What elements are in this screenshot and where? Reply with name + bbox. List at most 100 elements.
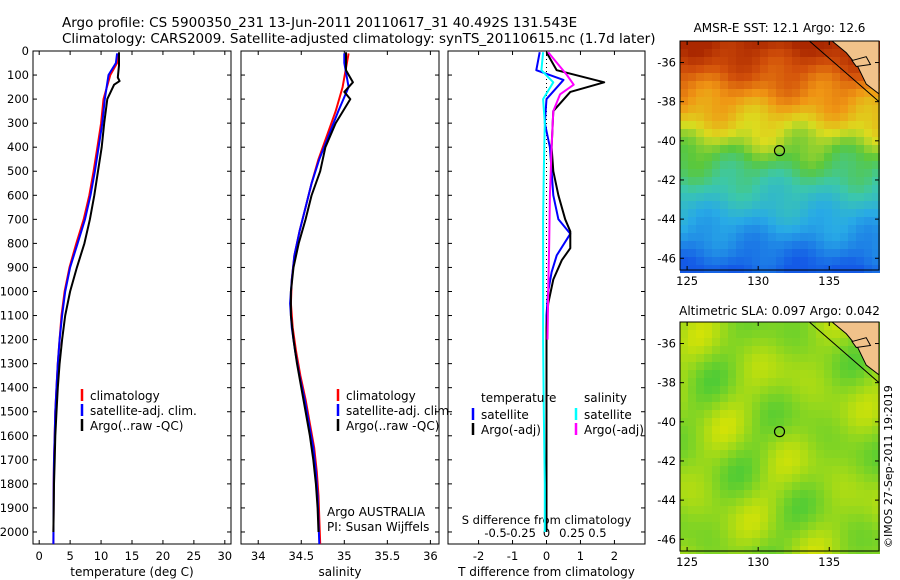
- map-cell: [776, 498, 784, 506]
- map-cell: [728, 346, 736, 354]
- map-cell: [800, 514, 808, 522]
- map-cell: [704, 514, 712, 522]
- map-cell: [856, 193, 864, 201]
- map-cell: [728, 105, 736, 113]
- map-cell: [720, 346, 728, 354]
- map-cell: [832, 330, 840, 338]
- map-cell: [752, 474, 760, 482]
- y-tick-label: -36: [657, 56, 676, 70]
- map-cell: [832, 161, 840, 169]
- map-cell: [752, 442, 760, 450]
- map-cell: [872, 522, 880, 530]
- y-tick-label: 700: [7, 212, 29, 226]
- map-cell: [696, 49, 704, 57]
- x-tick-label: 35: [337, 549, 352, 563]
- map-cell: [872, 257, 880, 265]
- temperature-series-climatology: [52, 53, 120, 545]
- map-cell: [840, 474, 848, 482]
- map-cell: [816, 169, 824, 177]
- map-cell: [680, 402, 688, 410]
- map-cell: [712, 57, 720, 65]
- map-cell: [872, 434, 880, 442]
- map-cell: [744, 338, 752, 346]
- map-cell: [760, 346, 768, 354]
- map-cell: [720, 506, 728, 514]
- map-cell: [792, 450, 800, 458]
- map-cell: [816, 97, 824, 105]
- map-cell: [736, 89, 744, 97]
- x-tick-label: 1: [577, 549, 584, 563]
- map-cell: [768, 410, 776, 418]
- map-cell: [824, 466, 832, 474]
- x-tick-label: 30: [217, 549, 232, 563]
- map-cell: [704, 546, 712, 554]
- map-cell: [864, 498, 872, 506]
- map-cell: [752, 137, 760, 145]
- map-cell: [824, 137, 832, 145]
- map-cell: [720, 81, 728, 89]
- map-cell: [824, 41, 832, 49]
- map-cell: [832, 354, 840, 362]
- map-cell: [840, 105, 848, 113]
- map-cell: [720, 153, 728, 161]
- map-cell: [872, 378, 880, 386]
- map-cell: [872, 474, 880, 482]
- map-cell: [696, 113, 704, 121]
- map-cell: [728, 217, 736, 225]
- x2-tick-label: -0.25: [506, 526, 536, 540]
- map-cell: [768, 394, 776, 402]
- map-cell: [832, 233, 840, 241]
- y-tick-label: -38: [657, 95, 676, 109]
- map-cell: [848, 450, 856, 458]
- map-cell: [712, 241, 720, 249]
- map-cell: [872, 490, 880, 498]
- map-cell: [840, 378, 848, 386]
- map-cell: [728, 370, 736, 378]
- map-cell: [824, 370, 832, 378]
- difference-series-temperature-argo-adj-: [545, 51, 606, 532]
- map-cell: [824, 241, 832, 249]
- map-cell: [712, 113, 720, 121]
- sla_map-frame: [679, 321, 880, 552]
- map-cell: [752, 49, 760, 57]
- map-cell: [768, 514, 776, 522]
- map-cell: [808, 73, 816, 81]
- map-cell: [688, 426, 696, 434]
- map-cell: [680, 89, 688, 97]
- map-cell: [768, 458, 776, 466]
- map-cell: [760, 217, 768, 225]
- map-cell: [784, 209, 792, 217]
- map-cell: [712, 105, 720, 113]
- map-cell: [784, 354, 792, 362]
- map-cell: [744, 65, 752, 73]
- map-cell: [712, 169, 720, 177]
- map-cell: [824, 65, 832, 73]
- map-cell: [800, 177, 808, 185]
- map-cell: [728, 530, 736, 538]
- map-cell: [696, 193, 704, 201]
- map-cell: [776, 241, 784, 249]
- map-cell: [688, 81, 696, 89]
- map-cell: [792, 201, 800, 209]
- map-cell: [688, 498, 696, 506]
- map-cell: [728, 426, 736, 434]
- legend-label: satellite-adj. clim.: [90, 404, 197, 418]
- map-cell: [704, 370, 712, 378]
- map-cell: [688, 402, 696, 410]
- map-cell: [840, 394, 848, 402]
- map-cell: [776, 402, 784, 410]
- map-cell: [712, 450, 720, 458]
- map-cell: [728, 450, 736, 458]
- map-cell: [736, 265, 744, 273]
- map-cell: [752, 490, 760, 498]
- map-cell: [728, 65, 736, 73]
- map-cell: [736, 442, 744, 450]
- map-cell: [728, 474, 736, 482]
- legend-label: satellite: [481, 408, 529, 422]
- map-cell: [856, 402, 864, 410]
- y-tick-label: 2000: [0, 525, 29, 539]
- map-cell: [768, 402, 776, 410]
- map-cell: [728, 73, 736, 81]
- imos-credit: ©IMOS 27-Sep-2011 19:2019: [882, 385, 895, 548]
- map-cell: [744, 225, 752, 233]
